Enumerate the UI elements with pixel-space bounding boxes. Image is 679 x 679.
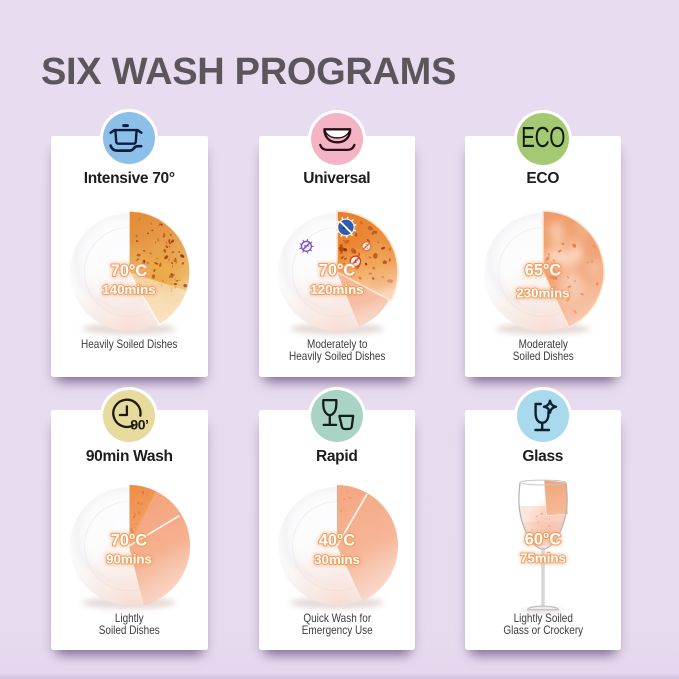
svg-text:70°C: 70°C <box>319 262 356 280</box>
svg-text:70°C: 70°C <box>319 262 356 280</box>
svg-text:40°C: 40°C <box>319 531 356 549</box>
svg-text:90mins: 90mins <box>106 551 152 566</box>
svg-text:120mins: 120mins <box>310 282 363 297</box>
svg-text:140mins: 140mins <box>103 282 156 297</box>
svg-text:90’: 90’ <box>131 416 149 432</box>
svg-text:70°C: 70°C <box>111 531 148 549</box>
svg-text:65°C: 65°C <box>525 262 562 280</box>
svg-text:40°C: 40°C <box>319 531 356 549</box>
svg-text:75mins: 75mins <box>520 551 566 566</box>
svg-text:70°C: 70°C <box>111 262 148 280</box>
svg-text:230mins: 230mins <box>516 286 569 301</box>
svg-text:70°C: 70°C <box>111 531 148 549</box>
svg-text:30mins: 30mins <box>314 551 360 566</box>
svg-text:90mins: 90mins <box>106 551 152 566</box>
svg-text:75mins: 75mins <box>520 551 566 566</box>
svg-text:70°C: 70°C <box>111 262 148 280</box>
svg-text:140mins: 140mins <box>103 282 156 297</box>
svg-text:120mins: 120mins <box>310 282 363 297</box>
svg-text:65°C: 65°C <box>525 262 562 280</box>
svg-text:60°C: 60°C <box>525 530 562 548</box>
svg-text:30mins: 30mins <box>314 551 360 566</box>
svg-text:60°C: 60°C <box>525 530 562 548</box>
svg-text:230mins: 230mins <box>516 286 569 301</box>
